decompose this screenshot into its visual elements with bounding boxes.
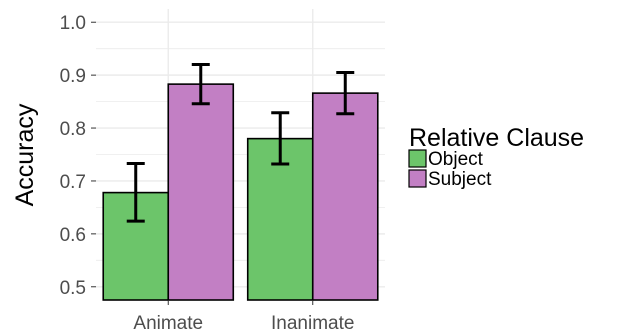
legend-title: Relative Clause	[409, 124, 584, 152]
legend-swatch-subject	[408, 169, 427, 188]
x-tick-label: Inanimate	[271, 313, 354, 334]
error-bar-object-inanimate	[271, 111, 290, 166]
y-tick-label: 0.5	[60, 278, 86, 299]
y-tick-label: 0.9	[60, 66, 86, 87]
y-tick-label: 0.6	[60, 225, 86, 246]
x-axis: Animate Inanimate	[133, 300, 354, 334]
y-tick-label: 1.0	[60, 13, 86, 34]
y-tick-label: 0.7	[60, 172, 86, 193]
bar-object-animate	[102, 191, 170, 301]
bar-subject-animate	[167, 83, 235, 301]
y-tick-label: 0.8	[60, 119, 86, 140]
legend-item-subject: Subject	[408, 169, 492, 190]
legend-label-subject: Subject	[428, 169, 492, 190]
legend-item-object: Object	[408, 149, 484, 170]
error-bars	[126, 63, 355, 223]
y-axis-title: Accuracy	[11, 103, 39, 206]
legend-swatch-object	[408, 149, 427, 168]
legend-label-object: Object	[428, 149, 484, 170]
error-bar-subject-animate	[191, 63, 210, 106]
y-axis: 0.5 0.6 0.7 0.8 0.9 1.0	[60, 13, 96, 299]
error-bar-object-animate	[126, 161, 145, 223]
x-tick-label: Animate	[133, 313, 203, 334]
bar-subject-inanimate	[311, 92, 379, 301]
bars	[102, 83, 379, 301]
error-bar-subject-inanimate	[336, 70, 355, 116]
